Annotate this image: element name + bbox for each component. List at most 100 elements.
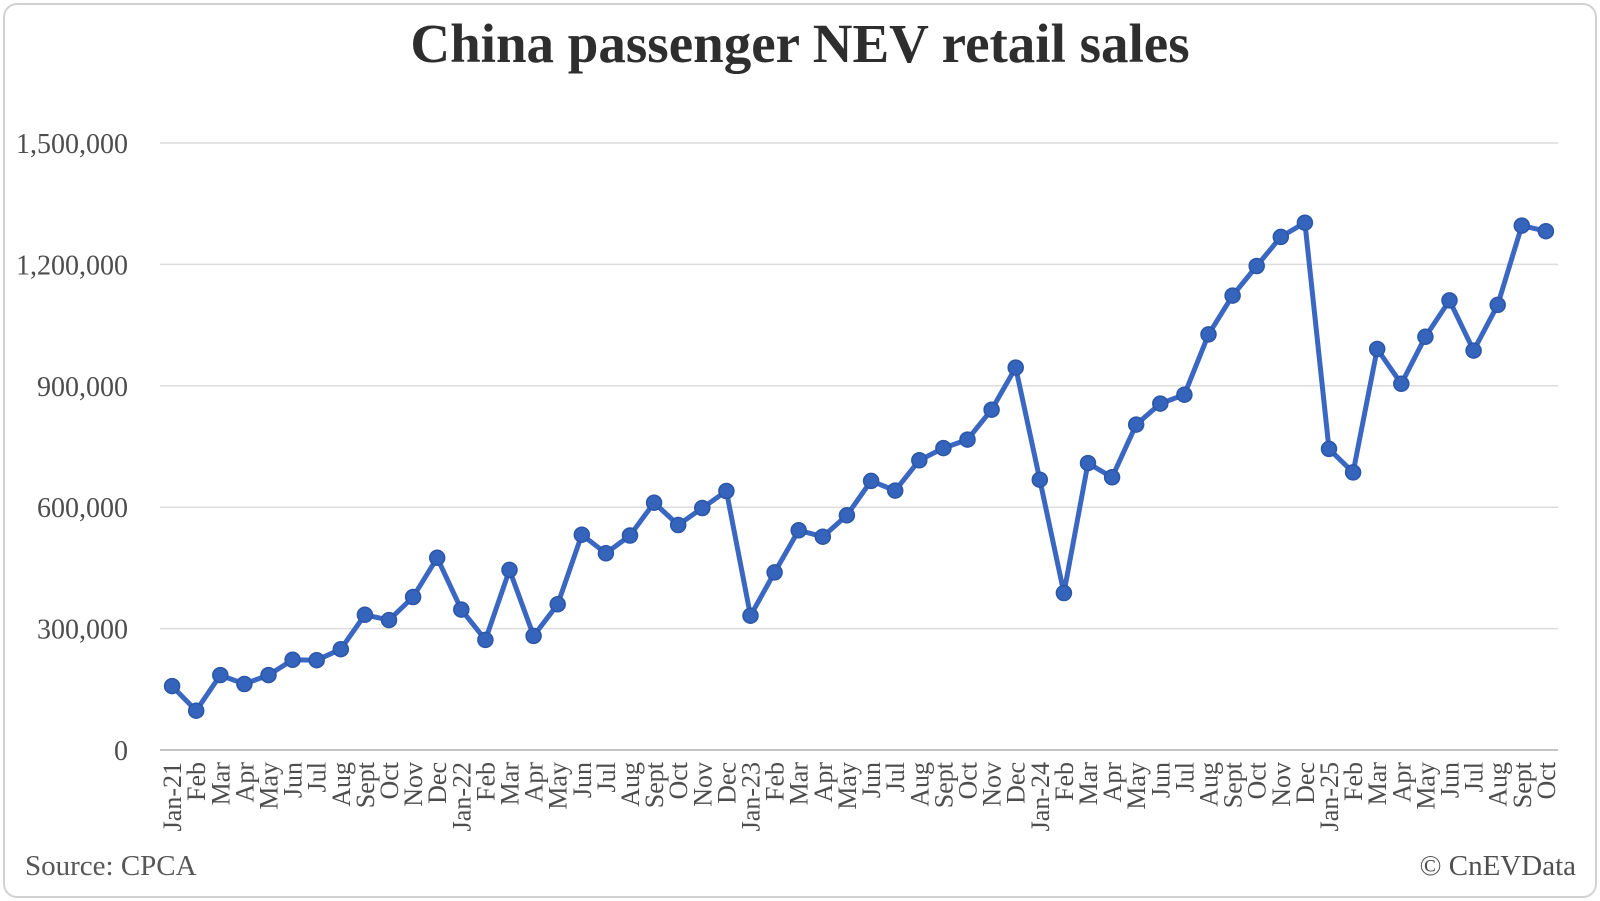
data-point [959, 431, 976, 448]
x-tick-label: Dec [1002, 762, 1031, 804]
x-tick-label: Mar [1074, 762, 1103, 806]
x-tick-label: Jul [1460, 762, 1489, 792]
x-tick-label: Nov [1267, 762, 1296, 807]
x-tick-label: Aug [905, 762, 934, 807]
x-tick-label: Oct [1532, 761, 1561, 799]
x-tick-label: Feb [471, 762, 500, 801]
data-point [1055, 584, 1073, 602]
data-point [1272, 228, 1290, 246]
data-point [1320, 440, 1338, 458]
x-tick-label: Jan-22 [447, 762, 476, 831]
data-point [935, 439, 952, 457]
data-point [983, 401, 1000, 418]
data-point [1489, 296, 1506, 314]
data-point [332, 640, 350, 658]
y-tick-label: 1,500,000 [16, 129, 128, 160]
x-tick-label: Mar [496, 762, 525, 806]
x-tick-label: Oct [1243, 761, 1272, 799]
x-tick-label: May [544, 762, 573, 810]
x-tick-label: Jan-24 [1026, 762, 1055, 831]
data-point [718, 482, 735, 500]
x-tick-label: May [833, 762, 862, 810]
x-tick-label: Aug [1484, 762, 1513, 807]
x-tick-label: Sept [1508, 761, 1537, 808]
data-point [1393, 375, 1410, 393]
x-tick-label: May [1411, 762, 1440, 810]
x-tick-label: Feb [182, 762, 211, 801]
x-tick-label: Oct [954, 761, 983, 799]
x-tick-label: Jun [1436, 762, 1465, 798]
x-tick-label: Jun [568, 762, 597, 798]
x-tick-label: Apr [230, 762, 259, 803]
data-point [1152, 395, 1169, 412]
x-tick-label: Apr [1387, 762, 1416, 803]
x-tick-label: Oct [375, 761, 404, 799]
data-point [501, 561, 518, 579]
data-point [308, 651, 325, 669]
x-tick-label: Nov [688, 762, 717, 807]
data-point [1417, 328, 1434, 346]
x-tick-label: Dec [423, 762, 452, 804]
data-point [260, 666, 277, 684]
x-tick-label: Jul [881, 762, 910, 792]
x-tick-label: Aug [327, 762, 356, 807]
data-point [1103, 469, 1121, 486]
data-point [1176, 386, 1193, 403]
data-point [187, 702, 205, 719]
copyright-label: © CnEVData [1419, 850, 1576, 882]
data-point [212, 666, 229, 684]
data-point [1127, 416, 1145, 433]
x-tick-label: Aug [616, 762, 645, 807]
data-point [1224, 287, 1241, 304]
x-tick-label: Jan-21 [158, 762, 187, 831]
data-point [1344, 464, 1362, 481]
data-point [284, 651, 301, 669]
data-point [356, 606, 374, 624]
x-tick-label: Jul [1170, 762, 1199, 792]
x-tick-label: Aug [1195, 762, 1224, 807]
x-tick-label: Dec [1291, 762, 1320, 804]
data-point [549, 596, 566, 613]
y-tick-label: 300,000 [37, 615, 128, 646]
data-point [453, 601, 470, 618]
data-point [477, 631, 494, 649]
x-tick-label: Apr [520, 762, 549, 803]
data-point [597, 545, 615, 562]
x-tick-label: Feb [761, 762, 790, 801]
series-line [169, 220, 1549, 714]
data-point [1031, 471, 1049, 488]
y-tick-label: 0 [114, 736, 128, 767]
x-tick-label: Jul [592, 762, 621, 792]
data-point [1441, 292, 1458, 309]
source-label: Source: CPCA [25, 850, 197, 882]
x-tick-label: Apr [809, 762, 838, 803]
data-point [404, 588, 422, 606]
x-tick-label: May [1122, 762, 1151, 810]
data-point [163, 677, 181, 695]
y-tick-label: 900,000 [37, 372, 128, 403]
data-point [911, 452, 928, 469]
data-point [1465, 342, 1482, 359]
data-point [1513, 217, 1531, 234]
data-point [645, 494, 663, 511]
data-point [380, 611, 398, 629]
data-point [766, 564, 783, 581]
data-point [790, 522, 807, 539]
data-point [1200, 326, 1217, 343]
data-point [621, 527, 639, 544]
x-tick-label: Sept [1219, 761, 1248, 808]
x-tick-label: Jan-23 [737, 762, 766, 831]
data-point [1296, 214, 1314, 231]
x-tick-label: Dec [712, 762, 741, 804]
x-tick-label: Apr [1098, 762, 1127, 803]
data-point [1368, 340, 1386, 358]
x-tick-label: Jun [279, 762, 308, 798]
data-point [886, 482, 904, 499]
chart-title: China passenger NEV retail sales [410, 13, 1190, 74]
x-tick-label: Oct [664, 761, 693, 799]
data-point [814, 528, 832, 545]
data-point [694, 499, 711, 517]
x-tick-label: Sept [640, 761, 669, 808]
x-tick-label: Mar [206, 762, 235, 806]
